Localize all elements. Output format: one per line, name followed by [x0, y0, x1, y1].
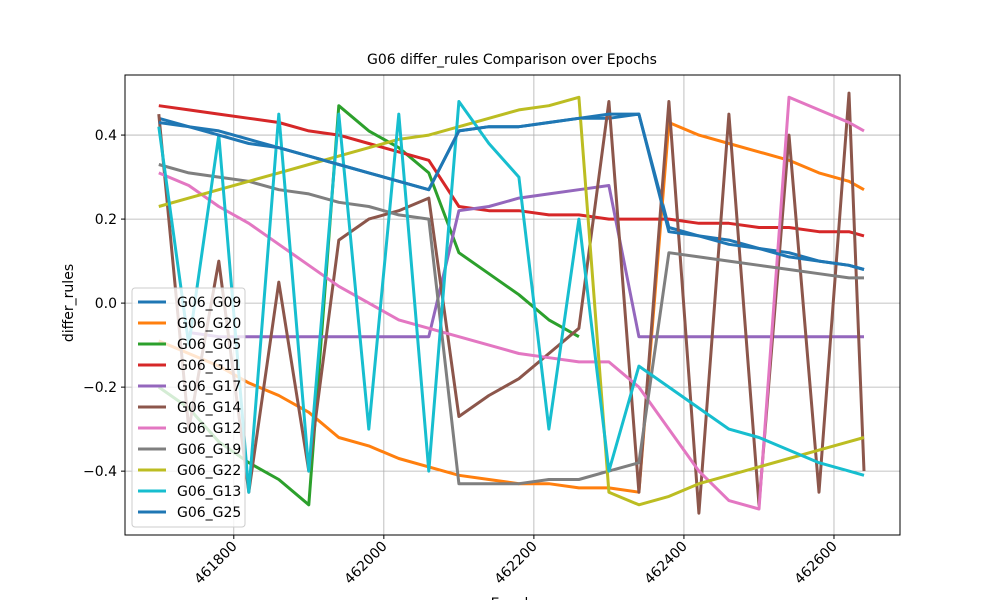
legend-box	[131, 287, 246, 528]
x-tick-label: 462200	[492, 539, 541, 588]
series-line	[188, 184, 864, 339]
y-axis-label: differ_rules	[61, 264, 77, 342]
legend-label: G06_G05	[177, 337, 241, 353]
y-tick-label: 0.2	[95, 212, 117, 228]
x-tick-label: 462400	[642, 539, 691, 588]
legend-label: G06_G09	[177, 295, 241, 311]
series-line	[158, 112, 865, 271]
legend-label: G06_G22	[177, 463, 241, 479]
series-line	[158, 163, 864, 486]
legend-label: G06_G11	[177, 358, 241, 374]
legend-label: G06_G14	[177, 400, 241, 416]
legend-label: G06_G17	[177, 379, 241, 395]
series-line	[158, 95, 865, 511]
x-tick-label: 461800	[192, 539, 241, 588]
x-tick-label: 462600	[792, 539, 841, 588]
x-tick-label: 462000	[342, 539, 391, 588]
y-tick-label: −0.2	[83, 380, 117, 396]
y-tick-label: 0.4	[95, 128, 117, 144]
legend-label: G06_G25	[177, 505, 241, 521]
chart-title: G06 differ_rules Comparison over Epochs	[367, 52, 657, 68]
series-line	[158, 112, 865, 271]
legend-label: G06_G12	[177, 421, 241, 437]
plot-frame	[124, 74, 901, 536]
series-line	[157, 100, 865, 494]
series-line	[158, 95, 865, 507]
y-tick-label: 0.0	[95, 296, 117, 312]
x-axis-label: Epoch	[491, 596, 534, 600]
legend-label: G06_G19	[177, 442, 241, 458]
legend-label: G06_G13	[177, 484, 241, 500]
legend-label: G06_G20	[177, 316, 241, 332]
y-tick-label: −0.4	[83, 464, 117, 480]
